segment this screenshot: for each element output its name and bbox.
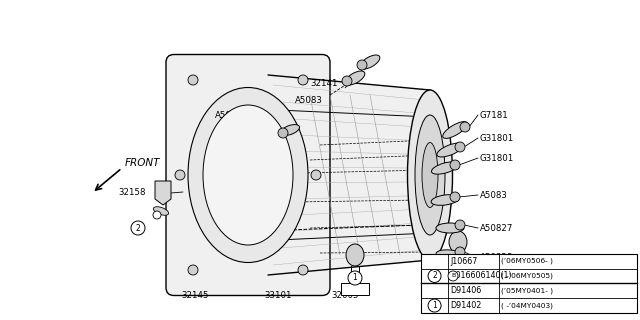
Ellipse shape: [436, 223, 464, 233]
Ellipse shape: [431, 195, 459, 205]
Text: B: B: [451, 274, 455, 278]
Text: A5083: A5083: [480, 190, 508, 199]
Text: (’05MY0401- ): (’05MY0401- ): [501, 287, 554, 294]
Circle shape: [450, 160, 460, 170]
Ellipse shape: [443, 122, 467, 138]
Text: A50828: A50828: [480, 253, 513, 262]
Text: A50827: A50827: [480, 223, 513, 233]
Text: D91406: D91406: [450, 286, 481, 295]
Text: 2: 2: [136, 223, 140, 233]
Circle shape: [298, 75, 308, 85]
Circle shape: [153, 211, 161, 219]
Text: FRONT: FRONT: [125, 158, 161, 168]
Circle shape: [188, 265, 198, 275]
Text: 1: 1: [353, 274, 357, 283]
Circle shape: [188, 75, 198, 85]
Ellipse shape: [203, 105, 293, 245]
Circle shape: [357, 60, 367, 70]
Text: ( -’06MY0505): ( -’06MY0505): [501, 273, 553, 279]
Ellipse shape: [415, 115, 445, 235]
Ellipse shape: [154, 207, 168, 215]
Ellipse shape: [280, 124, 300, 135]
Text: A5083: A5083: [295, 95, 323, 105]
Ellipse shape: [437, 143, 463, 157]
Circle shape: [311, 170, 321, 180]
Circle shape: [450, 192, 460, 202]
Circle shape: [348, 271, 362, 285]
Circle shape: [455, 142, 465, 152]
Text: B016606140(1): B016606140(1): [450, 271, 511, 280]
Text: 32008: 32008: [444, 291, 472, 300]
Text: (’06MY0506- ): (’06MY0506- ): [501, 258, 553, 264]
Text: 32005: 32005: [332, 291, 359, 300]
Circle shape: [298, 265, 308, 275]
Text: G31801: G31801: [480, 154, 515, 163]
Text: 2: 2: [432, 271, 437, 280]
Text: G7181: G7181: [480, 110, 509, 119]
Bar: [421, 254, 637, 313]
Text: A121001227: A121001227: [554, 303, 607, 313]
Ellipse shape: [188, 87, 308, 262]
Ellipse shape: [436, 250, 464, 260]
Text: 32141: 32141: [310, 78, 337, 87]
FancyBboxPatch shape: [166, 54, 330, 295]
Bar: [341, 283, 369, 295]
Ellipse shape: [408, 90, 452, 260]
Ellipse shape: [360, 55, 380, 69]
Text: ( -’04MY0403): ( -’04MY0403): [501, 302, 553, 309]
Circle shape: [175, 170, 185, 180]
Ellipse shape: [431, 162, 458, 174]
Text: 1: 1: [456, 260, 460, 269]
Circle shape: [455, 247, 465, 257]
Circle shape: [448, 271, 458, 281]
Text: A5083: A5083: [215, 110, 243, 119]
Text: G31801: G31801: [480, 133, 515, 142]
Ellipse shape: [346, 244, 364, 266]
Circle shape: [131, 221, 145, 235]
Bar: [444, 270, 472, 282]
Text: J10667: J10667: [450, 257, 477, 266]
Ellipse shape: [345, 71, 365, 85]
Polygon shape: [268, 75, 430, 275]
Text: D91402: D91402: [450, 301, 481, 310]
Circle shape: [428, 269, 441, 283]
Circle shape: [342, 76, 352, 86]
Polygon shape: [155, 181, 171, 205]
Circle shape: [278, 128, 288, 138]
Text: 33101: 33101: [264, 291, 292, 300]
Circle shape: [455, 220, 465, 230]
Text: 32158: 32158: [118, 188, 145, 196]
Ellipse shape: [449, 231, 467, 253]
Circle shape: [428, 299, 441, 312]
Text: 32145: 32145: [181, 291, 209, 300]
Circle shape: [451, 258, 465, 272]
Text: 1: 1: [432, 301, 437, 310]
Ellipse shape: [422, 142, 438, 207]
Circle shape: [460, 122, 470, 132]
